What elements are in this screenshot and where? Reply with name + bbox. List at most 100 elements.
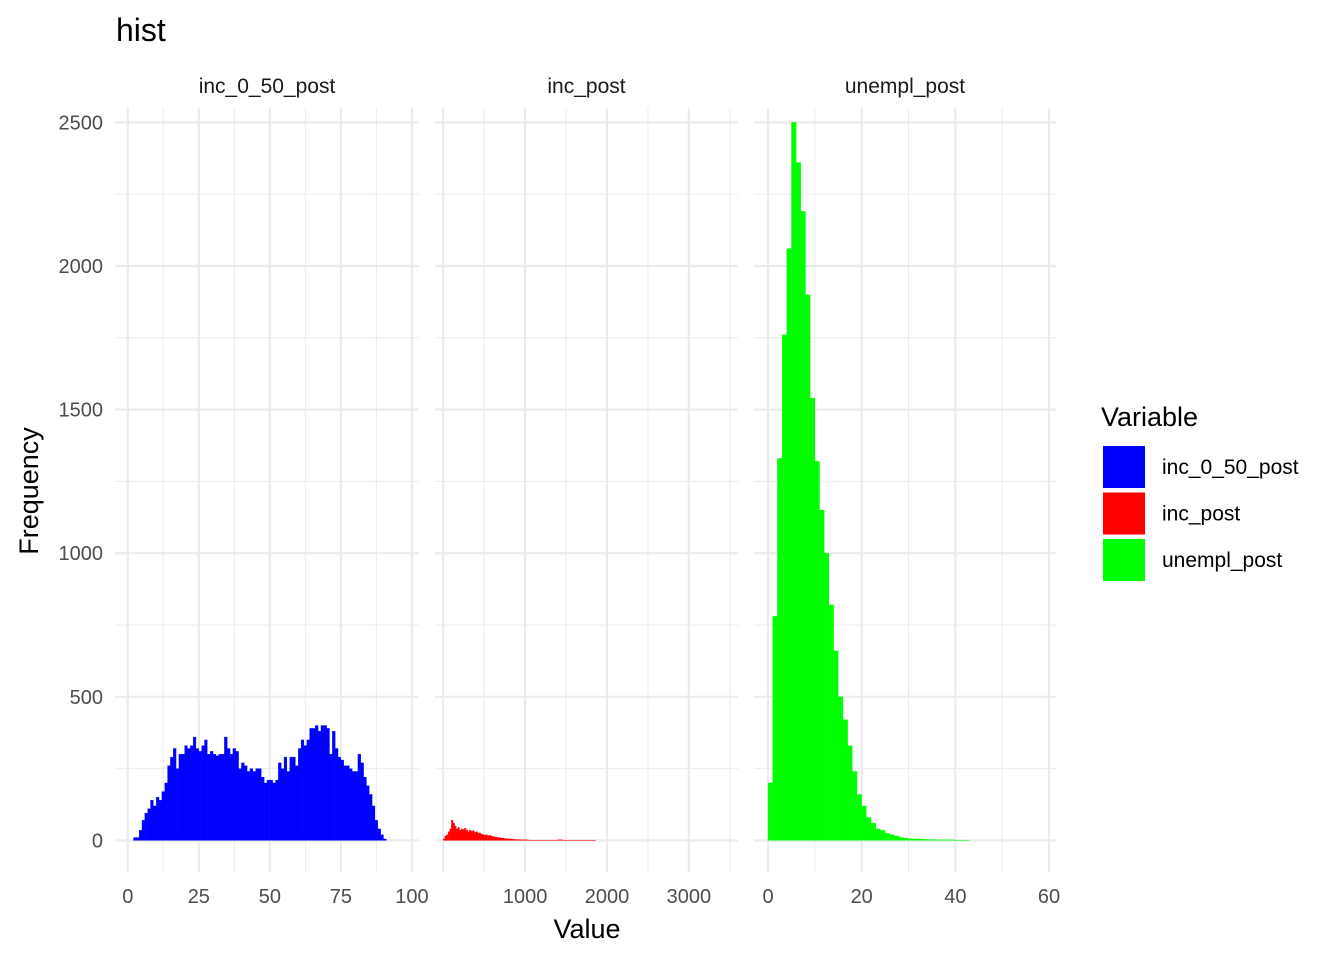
- histogram-bar: [894, 835, 900, 841]
- histogram-bar: [520, 839, 522, 841]
- histogram-bar: [805, 294, 811, 841]
- y-tick-label: 2000: [59, 256, 104, 278]
- x-tick-label: 0: [762, 886, 773, 908]
- histogram-bar: [153, 805, 157, 841]
- histogram-bar: [187, 748, 191, 841]
- histogram-bar: [485, 834, 488, 841]
- histogram-bar: [927, 839, 933, 841]
- histogram-bar: [884, 833, 890, 841]
- histogram-bar: [497, 837, 500, 841]
- histogram-bar: [903, 837, 909, 841]
- histogram-bar: [317, 731, 322, 841]
- histogram-bar: [913, 838, 919, 841]
- histogram-bar: [306, 739, 310, 841]
- histogram-bar: [472, 830, 475, 841]
- histogram-bar: [461, 828, 463, 841]
- histogram-bar: [164, 782, 168, 841]
- histogram-bar: [795, 162, 801, 841]
- histogram-bar: [289, 756, 293, 841]
- histogram-bar: [824, 553, 830, 841]
- histogram-bar: [221, 754, 225, 841]
- histogram-bar: [767, 782, 773, 841]
- chart-title: hist: [116, 12, 166, 48]
- histogram-bar: [847, 745, 853, 841]
- legend-label: inc_0_50_post: [1162, 456, 1299, 479]
- histogram-bar: [195, 748, 199, 841]
- legend-key-unempl-post: [1103, 539, 1145, 581]
- histogram-bar: [459, 830, 462, 841]
- histogram-bar: [479, 832, 482, 841]
- histogram-bar: [465, 830, 468, 841]
- histogram-bar: [363, 777, 367, 841]
- histogram-bar: [786, 248, 792, 841]
- histogram-bar: [207, 754, 211, 841]
- histogram-bar: [349, 768, 353, 841]
- histogram-bar: [232, 748, 236, 841]
- histogram-bar: [464, 828, 467, 841]
- histogram-bar: [244, 765, 248, 841]
- histogram-bar: [252, 771, 256, 841]
- histogram-bar: [161, 791, 165, 841]
- histogram-bar: [483, 835, 486, 841]
- histogram-bar: [315, 725, 319, 841]
- histogram-bar: [258, 768, 262, 841]
- histogram-bar: [474, 832, 477, 841]
- x-tick-label: 0: [122, 886, 133, 908]
- histogram-bar: [819, 509, 825, 841]
- x-tick-label: 2000: [585, 886, 630, 908]
- histogram-bar: [842, 719, 848, 841]
- histogram-bar: [377, 828, 381, 841]
- histogram-bar: [138, 830, 143, 841]
- histogram-bar: [210, 751, 214, 841]
- histogram-bar: [346, 765, 350, 841]
- histogram-bar: [945, 839, 951, 841]
- legend-title: Variable: [1101, 402, 1198, 432]
- histogram-bar: [866, 817, 872, 841]
- histogram-bar: [173, 748, 177, 841]
- histogram-bar: [360, 762, 364, 841]
- x-tick-label: 1000: [503, 886, 548, 908]
- histogram-bar: [281, 768, 285, 841]
- histogram-bar: [272, 782, 276, 841]
- histogram-bar: [505, 838, 508, 841]
- y-tick-label: 2500: [59, 112, 104, 134]
- histogram-bar: [498, 837, 501, 841]
- histogram-bar: [444, 835, 447, 841]
- histogram-bar: [449, 828, 452, 841]
- histogram-bar: [524, 839, 527, 841]
- histogram-bar: [198, 751, 202, 841]
- histogram-bar: [781, 334, 787, 841]
- histogram-bar: [170, 756, 174, 841]
- legend-label: inc_post: [1162, 503, 1240, 526]
- histogram-bar: [312, 728, 316, 841]
- histogram-bar: [446, 834, 449, 841]
- histogram-bar: [456, 828, 459, 841]
- legend-label: unempl_post: [1162, 549, 1282, 572]
- legend-key-inc-post: [1103, 492, 1145, 535]
- histogram-bar: [454, 825, 457, 841]
- facet-panel-inc-0-50-post: inc_0_50_post 0 25 50 75 100: [115, 75, 429, 908]
- histogram-bar: [452, 823, 455, 841]
- histogram-bar: [136, 837, 140, 841]
- facet-panel-inc-post: inc_post 1000 2000 3000: [435, 75, 738, 908]
- histogram-bar: [922, 839, 928, 841]
- histogram-bar: [492, 836, 495, 841]
- histogram-bar: [515, 839, 518, 841]
- legend-key-inc-0-50-post: [1103, 446, 1145, 488]
- histogram-bar: [480, 833, 483, 841]
- histogram-bar: [521, 839, 524, 841]
- histogram-bar: [560, 839, 563, 841]
- x-tick-label: 75: [330, 886, 352, 908]
- histogram-bar: [383, 838, 387, 841]
- histogram-bar: [181, 754, 185, 841]
- histogram-bar: [488, 835, 491, 841]
- histogram-bar: [249, 768, 253, 841]
- histogram-bar: [354, 771, 359, 841]
- histogram-bar: [772, 616, 778, 841]
- x-tick-label: 20: [851, 886, 873, 908]
- histogram-bar: [340, 759, 344, 841]
- histogram-bar: [133, 837, 137, 841]
- histogram-bar: [814, 461, 820, 841]
- histogram-bar: [490, 835, 493, 841]
- histogram-bar: [156, 797, 160, 841]
